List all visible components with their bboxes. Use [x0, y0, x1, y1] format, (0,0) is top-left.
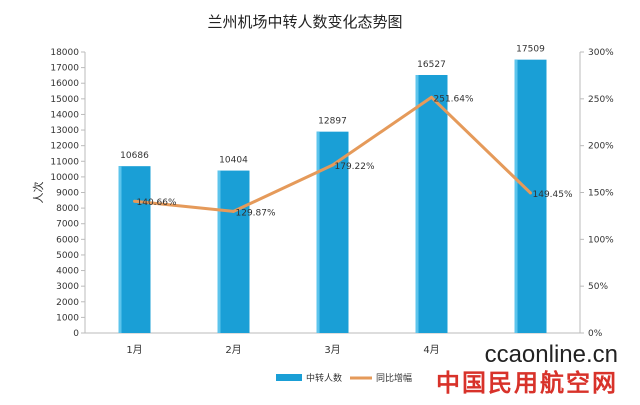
y2-tick-label: 300% [588, 48, 614, 58]
y-tick-label: 5000 [56, 251, 79, 261]
y-tick-label: 10000 [50, 173, 79, 183]
line-point [133, 199, 136, 203]
legend-swatch-bar [276, 374, 302, 381]
y-tick-label: 9000 [56, 189, 79, 199]
y-tick-label: 16000 [50, 79, 79, 89]
y-tick-label: 8000 [56, 204, 79, 214]
bar [415, 74, 448, 333]
y-tick-label: 2000 [56, 298, 79, 308]
line-series [133, 95, 532, 213]
bar-highlight [118, 166, 122, 333]
bar-highlight [316, 131, 320, 333]
y-tick-label: 11000 [50, 157, 79, 167]
bar-value-label: 10686 [120, 151, 149, 161]
x-tick-label: 1月 [126, 344, 142, 356]
bar-highlight [217, 170, 221, 333]
y-tick-label: 1000 [56, 313, 79, 323]
y2-tick-label: 150% [588, 189, 614, 199]
bar [514, 59, 547, 334]
bar [118, 166, 151, 333]
bar-value-label: 10404 [219, 156, 248, 166]
data-labels: 10686 10404 12897 16527 17509 140.66% 129.87% 1… [120, 45, 573, 219]
x-tick-label: 4月 [423, 344, 439, 356]
watermark-domain: ccaonline.cn [485, 341, 618, 368]
bar [217, 170, 250, 333]
line-value-label: 129.87% [236, 208, 276, 218]
x-tick-label: 2月 [225, 344, 241, 356]
y2-tick-label: 200% [588, 142, 614, 152]
y-tick-label: 18000 [50, 48, 79, 58]
line-value-label: 251.64% [434, 94, 474, 104]
chart-title: 兰州机场中转人数变化态势图 [207, 13, 402, 31]
y-tick-label: 14000 [50, 110, 79, 120]
line-value-label: 140.66% [137, 198, 177, 208]
bar-highlight [415, 74, 419, 333]
watermark: ccaonline.cn 中国民用航空网 [436, 341, 618, 397]
y2-tick-label: 250% [588, 95, 614, 105]
line-value-label: 149.45% [533, 190, 573, 200]
line-point [232, 209, 235, 213]
line-point [331, 163, 334, 167]
y-tick-label: 15000 [50, 95, 79, 105]
y-tick-label: 7000 [56, 220, 79, 230]
y-tick-label: 13000 [50, 126, 79, 136]
y2-tick-label: 100% [588, 235, 614, 245]
legend: 中转人数 同比增幅 [276, 372, 412, 384]
y-tick-label: 4000 [56, 267, 79, 277]
x-tick-label: 3月 [324, 344, 340, 356]
y-axis-label: 人次 [31, 182, 45, 204]
bar-highlight [514, 59, 518, 334]
bar-value-label: 17509 [516, 45, 545, 55]
watermark-name: 中国民用航空网 [436, 369, 618, 397]
y-tick-label: 0 [73, 329, 79, 339]
y-tick-label: 6000 [56, 235, 79, 245]
bar-value-label: 16527 [417, 60, 446, 70]
y2-tick-label: 50% [588, 282, 608, 292]
y-tick-label: 12000 [50, 142, 79, 152]
y-tick-label: 3000 [56, 282, 79, 292]
axes: 0 1000 2000 3000 4000 5000 6000 7000 8000 9000 100… [50, 48, 614, 356]
legend-label-line: 同比增幅 [376, 372, 412, 384]
line-point [529, 191, 532, 195]
bar-series [118, 59, 547, 334]
y2-tick-label: 0% [588, 329, 603, 339]
y-tick-label: 17000 [50, 64, 79, 74]
legend-label-bar: 中转人数 [306, 372, 342, 384]
bar-value-label: 12897 [318, 117, 347, 127]
line-point [430, 95, 433, 99]
line-value-label: 179.22% [335, 162, 375, 172]
